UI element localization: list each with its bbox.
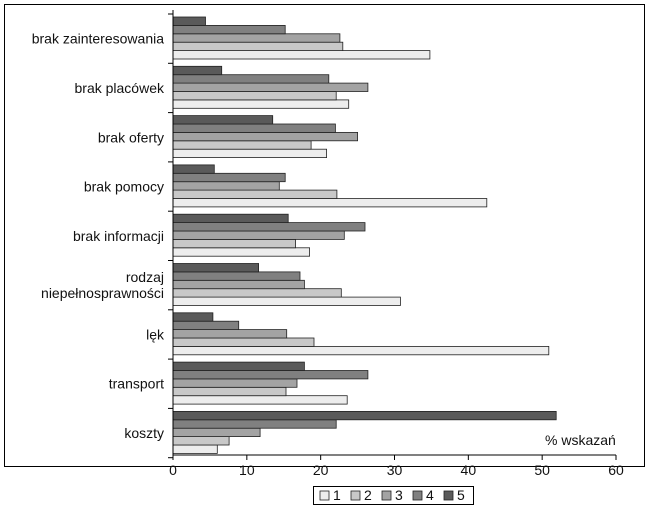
bar-series-5-category-5 [172, 213, 289, 223]
bar-series-3-category-5 [172, 230, 345, 240]
x-tick-label: 30 [387, 462, 403, 478]
bar-series-3-category-9 [172, 427, 261, 438]
legend-swatch-4 [412, 490, 423, 501]
bar-series-5-category-3 [172, 115, 274, 125]
bar-series-3-category-2 [172, 82, 369, 92]
category-label: rodzaj [126, 269, 164, 285]
x-ticks: 0 10 20 30 40 50 60 [169, 455, 624, 478]
legend-label-3: 3 [395, 487, 403, 503]
category-label: transport [109, 376, 164, 392]
bar-series-1-category-2 [172, 99, 350, 109]
bar-series-2-category-5 [172, 238, 296, 249]
bar-series-4-category-3 [172, 123, 336, 133]
bar-series-1-category-7 [172, 345, 550, 356]
category-label: brak placówek [75, 80, 165, 96]
bar-series-2-category-6 [172, 288, 342, 298]
legend-swatch-1 [319, 490, 330, 501]
legend-label-2: 2 [364, 487, 372, 503]
bar-series-1-category-8 [172, 395, 348, 405]
bar-series-3-category-8 [172, 378, 298, 388]
category-label: brak informacji [73, 228, 164, 244]
bar-series-4-category-9 [172, 419, 337, 429]
bar-series-3-category-4 [172, 181, 280, 191]
bar-series-1-category-6 [172, 296, 401, 306]
bars-group [172, 16, 557, 454]
legend: 1 2 3 4 5 [313, 486, 474, 505]
bar-series-1-category-9 [172, 444, 218, 454]
bar-series-4-category-2 [172, 74, 330, 84]
x-tick-label: 60 [608, 462, 624, 478]
legend-swatch-3 [381, 490, 392, 501]
bar-series-2-category-8 [172, 386, 287, 397]
bar-series-2-category-3 [172, 140, 312, 150]
bar-series-1-category-5 [172, 247, 311, 257]
bar-series-2-category-4 [172, 189, 338, 199]
bar-series-2-category-2 [172, 91, 337, 101]
bar-series-2-category-7 [172, 337, 315, 347]
category-label: brak oferty [98, 129, 164, 145]
bar-series-5-category-8 [172, 361, 305, 371]
category-label: koszty [124, 425, 164, 441]
legend-label-4: 4 [426, 487, 434, 503]
bar-series-5-category-7 [172, 312, 214, 322]
bar-series-5-category-1 [172, 16, 206, 26]
category-label: niepełnosprawności [41, 285, 164, 301]
category-labels: brak zainteresowania brak placówek brak of… [32, 31, 165, 441]
x-tick-label: 20 [313, 462, 329, 478]
bar-series-4-category-5 [172, 222, 366, 232]
bar-series-1-category-4 [172, 198, 488, 208]
bar-series-5-category-2 [172, 65, 223, 76]
x-tick-label: 10 [239, 462, 255, 478]
bar-series-3-category-1 [172, 33, 341, 43]
bar-series-4-category-4 [172, 172, 286, 183]
unit-label: % wskazań [545, 432, 616, 448]
x-tick-label: 40 [461, 462, 477, 478]
bar-series-4-category-1 [172, 24, 286, 35]
legend-swatch-5 [443, 490, 454, 501]
bar-series-1-category-1 [172, 50, 431, 60]
legend-label-5: 5 [457, 487, 465, 503]
bar-series-3-category-3 [172, 131, 359, 142]
x-tick-label: 0 [169, 462, 177, 478]
bar-series-4-category-8 [172, 370, 369, 380]
bar-series-2-category-9 [172, 436, 230, 446]
bar-series-4-category-6 [172, 271, 301, 281]
bar-series-4-category-7 [172, 320, 240, 331]
bar-series-3-category-6 [172, 279, 305, 290]
legend-label-1: 1 [333, 487, 341, 503]
bar-series-1-category-3 [172, 148, 328, 158]
category-label: brak zainteresowania [32, 31, 165, 47]
x-tick-label: 50 [534, 462, 550, 478]
bar-series-3-category-7 [172, 329, 288, 339]
bar-series-5-category-6 [172, 263, 259, 273]
category-label: brak pomocy [84, 179, 164, 195]
bar-series-5-category-4 [172, 164, 215, 174]
category-label: lęk [146, 326, 165, 342]
bar-series-5-category-9 [172, 410, 557, 421]
legend-swatch-2 [350, 490, 361, 501]
bar-series-2-category-1 [172, 41, 344, 52]
